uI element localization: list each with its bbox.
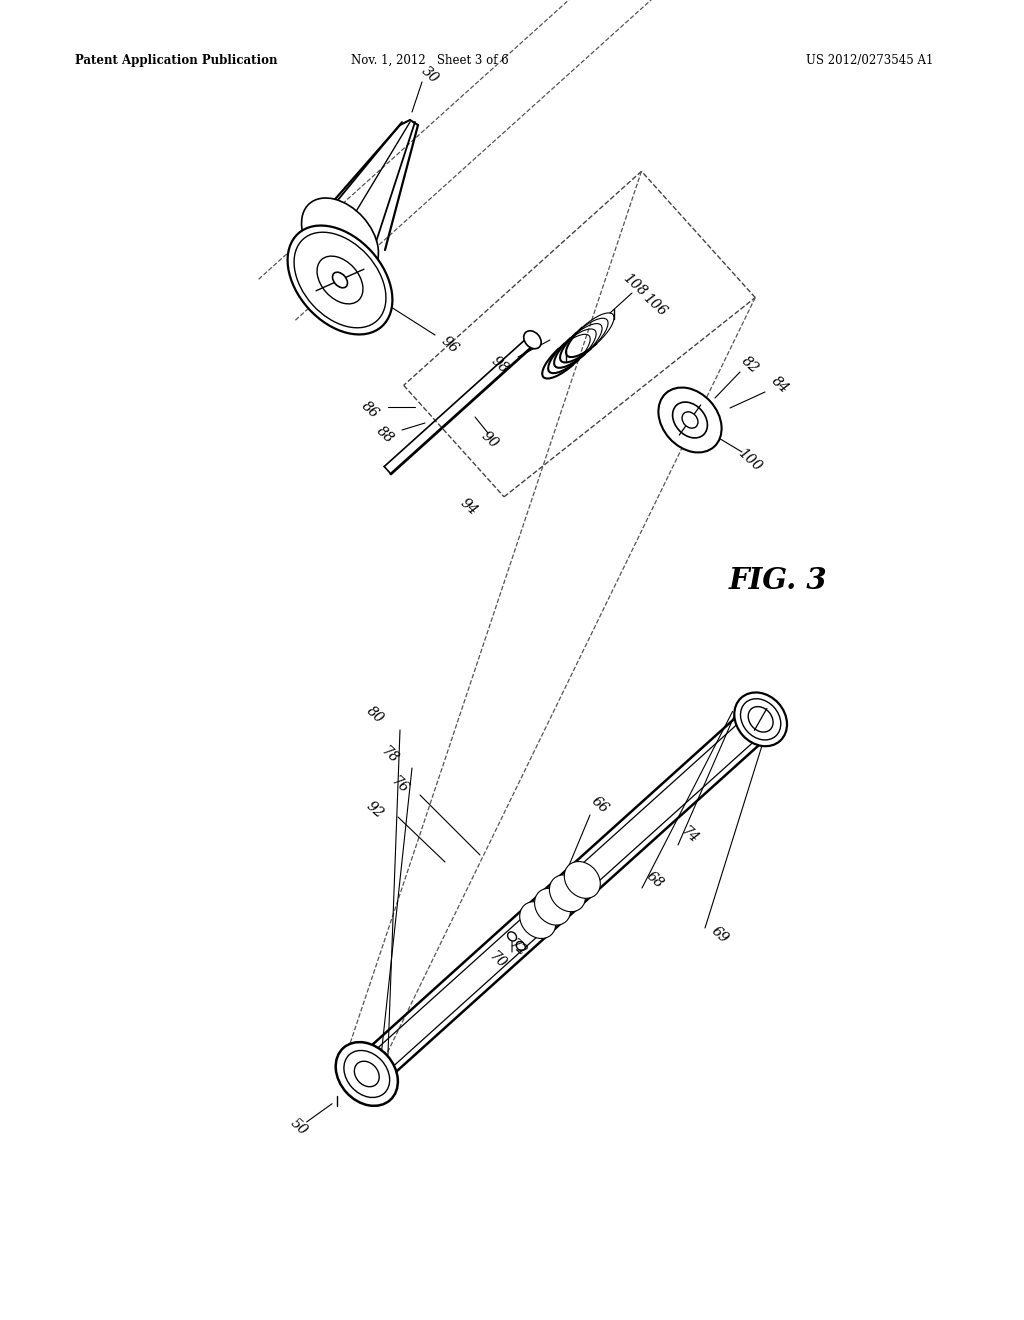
Ellipse shape	[682, 412, 698, 428]
Text: 98: 98	[488, 354, 511, 376]
Text: 78: 78	[379, 744, 401, 766]
Ellipse shape	[336, 1041, 398, 1106]
Text: 108: 108	[621, 271, 649, 300]
Text: FIG. 3: FIG. 3	[729, 566, 827, 595]
Text: 50: 50	[288, 1115, 310, 1138]
Ellipse shape	[508, 932, 516, 941]
Text: 80: 80	[364, 704, 386, 726]
Text: 74: 74	[679, 824, 701, 846]
Text: Patent Application Publication: Patent Application Publication	[75, 54, 278, 67]
Ellipse shape	[749, 706, 773, 733]
Text: 100: 100	[735, 446, 765, 474]
Text: 106: 106	[640, 290, 670, 319]
Text: 92: 92	[364, 799, 386, 821]
Ellipse shape	[301, 198, 379, 279]
Text: Nov. 1, 2012   Sheet 3 of 6: Nov. 1, 2012 Sheet 3 of 6	[351, 54, 509, 67]
Ellipse shape	[354, 1061, 379, 1086]
Ellipse shape	[520, 902, 556, 939]
Ellipse shape	[523, 331, 541, 348]
Ellipse shape	[317, 256, 362, 304]
Ellipse shape	[535, 888, 570, 925]
Ellipse shape	[288, 226, 392, 334]
Text: 69: 69	[709, 924, 731, 946]
Text: 70: 70	[486, 949, 509, 972]
Ellipse shape	[673, 403, 708, 438]
Ellipse shape	[564, 862, 600, 899]
Text: 88: 88	[374, 424, 396, 446]
Text: 72: 72	[507, 937, 529, 960]
Ellipse shape	[550, 875, 586, 912]
Text: 82: 82	[738, 354, 761, 376]
Text: 66: 66	[589, 793, 611, 816]
Ellipse shape	[658, 388, 722, 453]
Text: 86: 86	[358, 399, 381, 421]
Text: 30: 30	[419, 63, 441, 86]
Text: 84: 84	[769, 374, 792, 396]
Text: 94: 94	[458, 496, 480, 517]
Text: US 2012/0273545 A1: US 2012/0273545 A1	[806, 54, 934, 67]
Text: 76: 76	[389, 774, 412, 796]
Text: 68: 68	[644, 869, 667, 891]
Ellipse shape	[516, 941, 525, 950]
Text: 90: 90	[479, 429, 502, 451]
Ellipse shape	[333, 272, 347, 288]
Text: 96: 96	[438, 334, 461, 356]
Ellipse shape	[734, 693, 787, 746]
